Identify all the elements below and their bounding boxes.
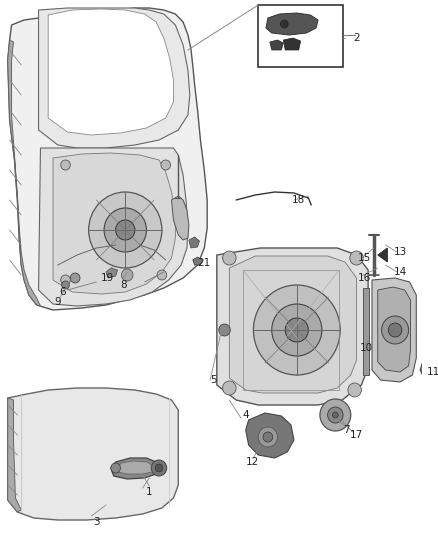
Text: 21: 21: [198, 258, 211, 268]
Polygon shape: [39, 148, 188, 306]
Circle shape: [389, 323, 402, 337]
Circle shape: [285, 318, 308, 342]
Text: 19: 19: [101, 273, 115, 283]
Text: 10: 10: [360, 343, 373, 353]
Circle shape: [223, 251, 236, 265]
Text: 15: 15: [358, 253, 371, 263]
Polygon shape: [8, 8, 207, 310]
Circle shape: [254, 285, 340, 375]
Polygon shape: [8, 388, 178, 520]
Circle shape: [161, 160, 170, 170]
Text: 2: 2: [353, 33, 360, 43]
Polygon shape: [53, 153, 175, 294]
Polygon shape: [217, 248, 368, 405]
Text: 8: 8: [120, 280, 127, 290]
Polygon shape: [39, 8, 190, 148]
Circle shape: [223, 381, 236, 395]
Circle shape: [332, 412, 338, 418]
Bar: [258, 5, 343, 67]
Text: 6: 6: [59, 287, 66, 297]
Polygon shape: [378, 248, 387, 262]
Text: 1: 1: [146, 487, 153, 497]
Polygon shape: [193, 257, 202, 265]
Polygon shape: [372, 278, 416, 382]
Text: 3: 3: [93, 517, 100, 527]
Circle shape: [219, 324, 230, 336]
Polygon shape: [363, 288, 369, 375]
Text: 14: 14: [394, 267, 407, 277]
Circle shape: [280, 20, 288, 28]
Text: 11: 11: [427, 367, 438, 377]
Polygon shape: [246, 413, 294, 458]
Polygon shape: [270, 40, 283, 50]
Polygon shape: [117, 461, 154, 474]
Circle shape: [71, 273, 80, 283]
Bar: [243, 270, 339, 390]
Text: 13: 13: [394, 247, 407, 257]
Circle shape: [381, 316, 409, 344]
Circle shape: [111, 463, 120, 473]
Polygon shape: [111, 458, 159, 479]
Polygon shape: [420, 292, 438, 378]
Circle shape: [61, 160, 71, 170]
Polygon shape: [378, 287, 410, 372]
Text: 18: 18: [292, 195, 305, 205]
Circle shape: [155, 464, 163, 472]
Circle shape: [121, 269, 133, 281]
Circle shape: [258, 427, 278, 447]
Circle shape: [151, 460, 167, 476]
Polygon shape: [283, 38, 300, 50]
Circle shape: [272, 304, 322, 356]
Text: 5: 5: [211, 375, 217, 385]
Text: 7: 7: [343, 425, 350, 435]
Polygon shape: [8, 398, 21, 512]
Text: 4: 4: [242, 410, 249, 420]
Text: 16: 16: [358, 273, 371, 283]
Circle shape: [88, 192, 162, 268]
Polygon shape: [230, 256, 357, 393]
Circle shape: [424, 327, 438, 343]
Circle shape: [61, 275, 71, 285]
Text: 9: 9: [54, 297, 61, 307]
Circle shape: [62, 281, 69, 289]
Circle shape: [348, 383, 361, 397]
Circle shape: [157, 270, 167, 280]
Polygon shape: [266, 13, 318, 35]
Circle shape: [263, 432, 273, 442]
Polygon shape: [8, 40, 40, 306]
Text: 12: 12: [246, 457, 259, 467]
Circle shape: [328, 407, 343, 423]
Text: 17: 17: [350, 430, 363, 440]
Circle shape: [104, 208, 146, 252]
Polygon shape: [48, 9, 173, 135]
Polygon shape: [172, 196, 189, 240]
Circle shape: [350, 251, 363, 265]
Circle shape: [320, 399, 351, 431]
Circle shape: [116, 220, 135, 240]
Polygon shape: [106, 268, 117, 278]
Polygon shape: [189, 237, 199, 248]
